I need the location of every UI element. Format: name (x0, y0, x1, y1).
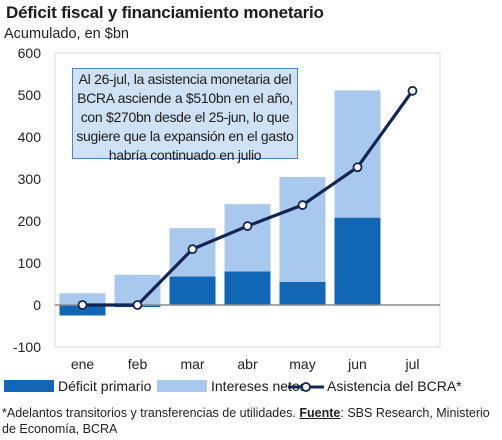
bar-deficit-primario (334, 217, 381, 305)
plot-frame (54, 52, 441, 348)
chart-footnote: *Adelantos transitorios y transferencias… (2, 405, 502, 437)
bar-deficit-primario (59, 305, 106, 316)
point-asistencia-bcra (187, 244, 198, 255)
footnote-source-text: : SBS Research, Ministerio de Economía, … (2, 406, 490, 436)
x-tick-label: mar (180, 356, 204, 372)
legend-label-intereses: Intereses netos (211, 378, 307, 394)
y-tick-label: 300 (18, 171, 42, 187)
point-asistencia-bcra (132, 300, 143, 310)
legend-item-deficit: Déficit primario (4, 375, 151, 397)
footnote-text: *Adelantos transitorios y transferencias… (2, 406, 296, 420)
legend-swatch-asistencia (288, 380, 324, 392)
y-tick-label: 200 (18, 213, 42, 229)
x-tick-label: jun (347, 356, 367, 372)
legend-swatch-deficit (4, 380, 54, 392)
y-tick-label: 500 (18, 87, 42, 103)
point-asistencia-bcra (352, 162, 363, 173)
x-tick-label: may (289, 356, 315, 372)
y-tick-label: 400 (18, 129, 42, 145)
y-tick-label: 0 (33, 297, 41, 313)
chart-plot: -100 0 100 200 300 400 500 600 ene feb mar abr may ju… (13, 45, 441, 372)
y-tick-label: 100 (18, 255, 42, 271)
x-tick-label: ene (71, 356, 95, 372)
legend-label-asistencia: Asistencia del BCRA* (327, 378, 462, 394)
chart-title: Déficit fiscal y financiamiento monetari… (6, 3, 324, 22)
legend-item-asistencia: Asistencia del BCRA* (288, 375, 462, 397)
point-asistencia-bcra (407, 85, 418, 96)
point-asistencia-bcra (297, 200, 308, 210)
point-asistencia-bcra (242, 221, 253, 231)
point-asistencia-bcra (77, 300, 88, 310)
footnote-source-label: Fuente (299, 406, 341, 420)
legend-label-deficit: Déficit primario (58, 378, 152, 394)
y-tick-label: 600 (18, 45, 42, 61)
chart-annotation: Al 26-jul, la asistencia monetaria del B… (72, 68, 298, 163)
bar-deficit-primario (279, 281, 326, 305)
legend-swatch-intereses (157, 380, 207, 392)
bar-intereses-netos (224, 204, 271, 272)
chart-subtitle: Acumulado, en $bn (4, 26, 129, 42)
chart-legend: Déficit primario Intereses netos Asisten… (4, 375, 500, 397)
legend-item-intereses: Intereses netos (157, 375, 307, 397)
x-tick-label: feb (128, 356, 148, 372)
bar-intereses-netos (59, 293, 106, 305)
bar-intereses-netos (334, 90, 381, 218)
y-tick-label: -100 (13, 339, 41, 355)
x-tick-label: jul (404, 356, 419, 372)
bar-deficit-primario (169, 276, 216, 305)
x-tick-label: abr (237, 356, 258, 372)
bar-deficit-primario (224, 271, 271, 305)
